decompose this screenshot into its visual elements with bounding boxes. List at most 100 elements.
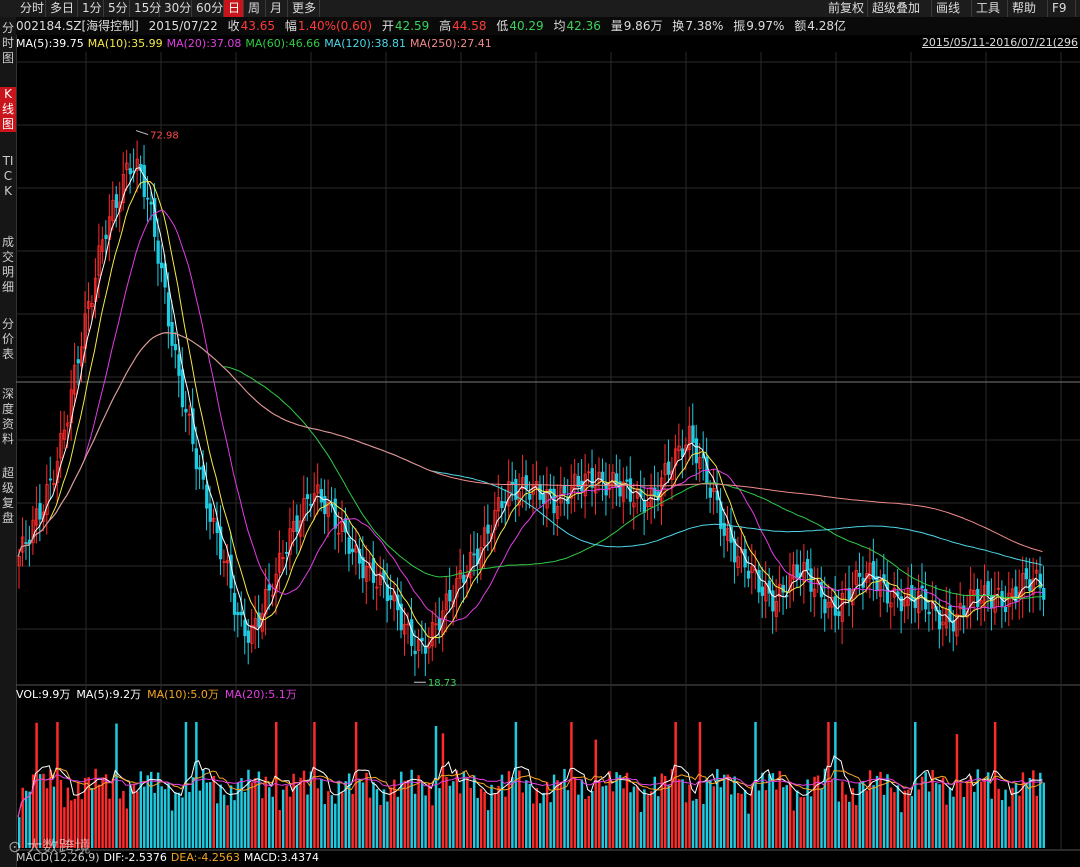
- volume-bar: [104, 774, 108, 848]
- candle-body: [486, 524, 490, 534]
- candle-body: [337, 532, 341, 535]
- sidebar-item-6[interactable]: 超级复盘: [1, 466, 14, 525]
- candle-body: [291, 520, 296, 532]
- candle-body: [118, 201, 122, 212]
- candle-body: [507, 481, 511, 507]
- candle-body: [545, 489, 549, 509]
- volume-bar: [986, 772, 990, 848]
- ma-line-120: [17, 332, 1043, 566]
- toolbar-right-2[interactable]: 画线: [932, 0, 972, 17]
- tab-5[interactable]: 30分: [160, 0, 192, 17]
- sidebar-item-2[interactable]: TICK: [2, 154, 14, 198]
- volume-bar: [625, 772, 629, 848]
- volume-bar: [702, 803, 705, 848]
- volume-bar: [764, 790, 768, 848]
- sidebar-item-4[interactable]: 分价表: [1, 317, 14, 361]
- toolbar-right-3[interactable]: 工具: [972, 0, 1008, 17]
- volume-bar: [340, 792, 344, 848]
- candle-body: [146, 197, 150, 200]
- date-range[interactable]: 2015/05/11-2016/07/21(296: [921, 36, 1078, 49]
- volume-bar: [108, 798, 111, 848]
- volume-bar: [386, 801, 389, 848]
- volume-bar: [556, 780, 559, 848]
- candle-body: [858, 572, 862, 577]
- candle-body: [493, 509, 497, 530]
- toolbar-right-0[interactable]: 前复权: [824, 0, 868, 17]
- candle-body: [618, 481, 622, 497]
- candle-body: [66, 422, 70, 427]
- candle-body: [1007, 592, 1011, 607]
- toolbar-right-1[interactable]: 超级叠加: [868, 0, 932, 17]
- volume-bar: [403, 780, 406, 848]
- sidebar-item-1[interactable]: K线图: [0, 87, 16, 132]
- candle-body: [972, 589, 976, 596]
- candle-body: [21, 536, 25, 553]
- candle-body: [34, 508, 39, 526]
- candle-body: [778, 583, 782, 597]
- volume-bar: [806, 779, 809, 848]
- volume-bar: [938, 784, 941, 848]
- volume-bar: [302, 770, 306, 848]
- volume-bar: [52, 786, 56, 848]
- tab-0[interactable]: 分时: [16, 0, 46, 17]
- volume-bar: [622, 788, 625, 848]
- candle-body: [59, 433, 63, 459]
- volume-bar: [434, 725, 438, 848]
- volume-bar: [261, 798, 264, 848]
- tab-1[interactable]: 多日: [46, 0, 78, 17]
- candle-body: [625, 479, 629, 482]
- tab-4[interactable]: 15分: [130, 0, 161, 17]
- candle-body: [375, 586, 379, 589]
- sidebar-item-0[interactable]: 分时图: [1, 21, 14, 65]
- volume-bar: [789, 781, 792, 848]
- volume-bar: [889, 787, 893, 848]
- sidebar-item-5[interactable]: 深度资料: [1, 387, 14, 446]
- volume-bar: [257, 771, 261, 848]
- volume-bar: [785, 785, 788, 848]
- volume-bar: [320, 778, 323, 848]
- macd-legend-item-2: DEA:-4.2563: [170, 851, 240, 864]
- volume-bar: [983, 779, 986, 848]
- tab-8[interactable]: 周: [244, 0, 266, 17]
- candle-body: [232, 592, 237, 615]
- candle-body: [868, 562, 872, 580]
- tab-10[interactable]: 更多: [288, 0, 320, 17]
- toolbar-right-5[interactable]: F9: [1048, 0, 1076, 17]
- candle-body: [389, 595, 393, 601]
- candle-body: [642, 499, 647, 513]
- sidebar-item-3[interactable]: 成交明细: [1, 235, 14, 294]
- candle-body: [482, 527, 487, 547]
- candle-body: [962, 605, 966, 616]
- candle-body: [434, 623, 438, 626]
- volume-bar: [563, 768, 566, 848]
- volume-bar: [528, 783, 531, 848]
- volume-bar: [525, 780, 528, 848]
- volume-bar: [420, 782, 424, 848]
- volume-bar: [358, 779, 361, 848]
- tab-3[interactable]: 5分: [104, 0, 130, 17]
- tab-9[interactable]: 月: [266, 0, 288, 17]
- candle-body: [472, 553, 476, 556]
- candle-body: [955, 613, 959, 637]
- candle-body: [601, 471, 605, 481]
- volume-bar: [97, 784, 101, 848]
- tab-6[interactable]: 60分: [192, 0, 224, 17]
- volume-bar: [854, 805, 858, 848]
- volume-bar: [288, 796, 292, 848]
- tab-2[interactable]: 1分: [78, 0, 104, 17]
- volume-bar: [233, 800, 236, 848]
- candle-body: [1024, 568, 1029, 580]
- volume-bar: [910, 796, 914, 848]
- ma-line-10: [17, 180, 1043, 639]
- tab-7[interactable]: 日: [224, 0, 244, 17]
- candle-body: [805, 558, 810, 571]
- volume-bar: [896, 785, 900, 848]
- candle-body: [687, 425, 692, 451]
- volume-bar: [313, 722, 316, 848]
- kline-chart[interactable]: 72.98 18.73: [16, 52, 1080, 867]
- volume-bar: [77, 781, 80, 848]
- toolbar-right-4[interactable]: 帮助: [1008, 0, 1048, 17]
- volume-bar: [809, 796, 813, 848]
- vol-legend-item-0: VOL:9.9万: [16, 688, 71, 701]
- volume-bar: [747, 813, 750, 848]
